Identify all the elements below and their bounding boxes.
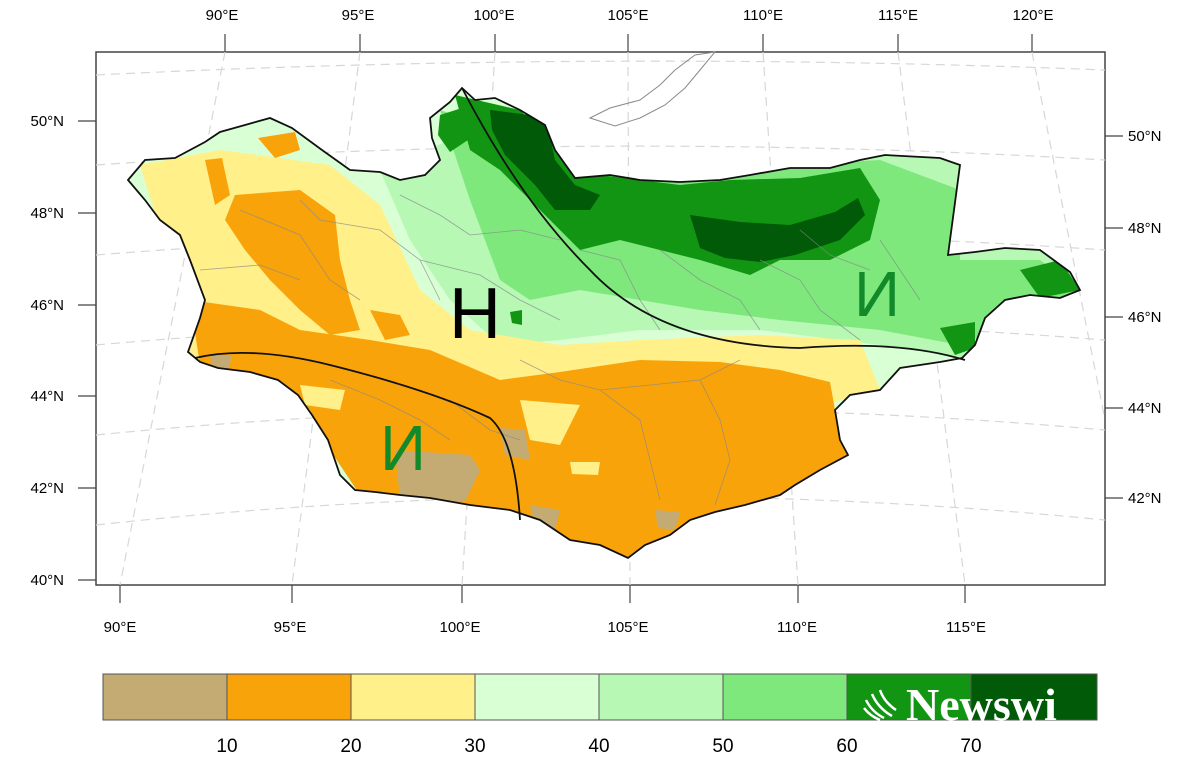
lon-top-label: 95°E [342,7,375,24]
lat-labels-right: 50°N 48°N 46°N 44°N 42°N [1128,128,1162,507]
region-label-center: Н [449,274,501,354]
legend-tick-label: 50 [712,736,733,757]
region-label-east: И [854,258,900,330]
lat-left-label: 50°N [30,113,64,130]
legend-swatch [970,673,1098,721]
lat-ticks-right [1105,135,1123,499]
watermark-globe-icon [863,689,897,722]
lat-ticks-left [78,120,96,581]
lat-left-label: 40°N [30,572,64,589]
lat-right-label: 46°N [1128,309,1162,326]
lon-bottom-label: 90°E [104,619,137,636]
legend-swatch [474,673,600,721]
province-boundaries [199,194,921,506]
legend-tick-label: 30 [464,736,485,757]
lon-bottom-label: 110°E [777,619,817,636]
legend-swatch [350,673,476,721]
lon-ticks-top [224,34,1033,52]
lat-right-label: 42°N [1128,490,1162,507]
lon-top-label: 105°E [607,7,648,24]
region-labels: Н И И [380,258,900,484]
legend-swatch [598,673,724,721]
lon-bottom-label: 100°E [439,619,480,636]
lon-labels-bottom: 90°E 95°E 100°E 105°E 110°E 115°E [104,619,986,636]
north-division-line [461,87,966,361]
lat-left-label: 42°N [30,480,64,497]
legend-labels: 10 20 30 40 50 60 70 [216,736,981,757]
legend-tick-label: 20 [340,736,361,757]
legend-tick-label: 70 [960,736,981,757]
lon-bottom-label: 115°E [946,619,986,636]
lat-labels-left: 50°N 48°N 46°N 44°N 42°N 40°N [30,113,64,589]
lon-top-label: 90°E [206,7,239,24]
lat-right-label: 48°N [1128,220,1162,237]
division-lines [194,87,966,521]
lat-left-label: 48°N [30,205,64,222]
legend-tick-label: 40 [588,736,609,757]
legend-tick-label: 60 [836,736,857,757]
lat-left-label: 46°N [30,297,64,314]
region-label-southwest: И [380,412,426,484]
lon-labels-top: 90°E 95°E 100°E 105°E 110°E 115°E 120°E [206,7,1054,24]
lat-left-label: 44°N [30,388,64,405]
south-division-line [194,351,521,521]
legend-swatch [722,673,848,721]
lat-right-label: 44°N [1128,400,1162,417]
lon-top-label: 100°E [473,7,514,24]
lon-ticks-bottom [119,585,966,603]
legend-swatch [102,673,228,721]
lon-bottom-label: 95°E [274,619,307,636]
legend-tick-label: 10 [216,736,237,757]
watermark: Newswi [863,679,1057,730]
lon-bottom-label: 105°E [607,619,648,636]
lake-outline [588,51,717,127]
watermark-text: Newswi [906,679,1057,730]
lon-top-label: 120°E [1012,7,1053,24]
legend-swatch [226,673,352,721]
lon-top-label: 115°E [878,7,918,24]
lat-right-label: 50°N [1128,128,1162,145]
lon-top-label: 110°E [743,7,783,24]
